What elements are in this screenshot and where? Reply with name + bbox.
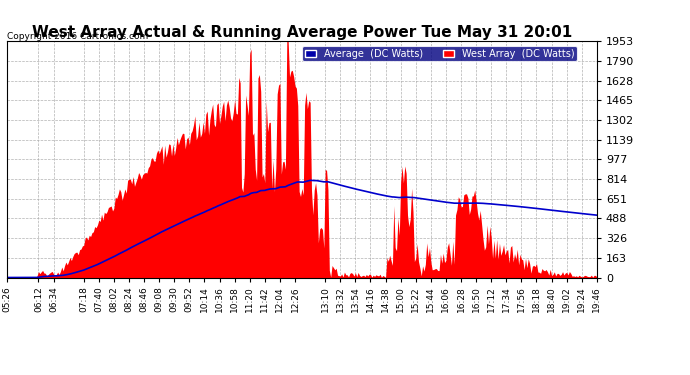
Text: Copyright 2016 Cartronics.com: Copyright 2016 Cartronics.com [7,32,148,41]
Legend: Average  (DC Watts), West Array  (DC Watts): Average (DC Watts), West Array (DC Watts… [302,46,578,61]
Title: West Array Actual & Running Average Power Tue May 31 20:01: West Array Actual & Running Average Powe… [32,25,572,40]
